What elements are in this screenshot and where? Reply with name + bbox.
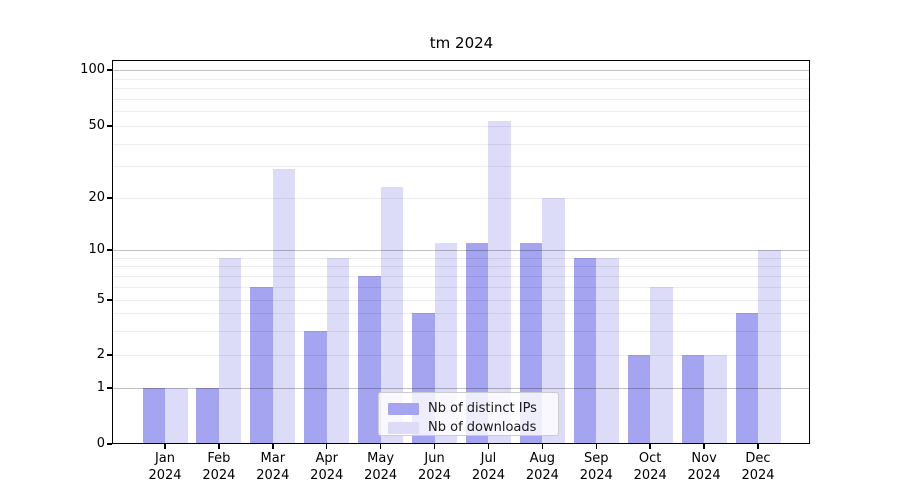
gridline-minor (113, 143, 810, 145)
legend-item-downloads: Nb of downloads (388, 418, 550, 437)
x-tick-mark (757, 444, 759, 449)
y-tick-label: 20 (88, 190, 105, 205)
gridline-minor (113, 286, 810, 288)
gridline-minor (113, 257, 810, 259)
gridline-minor (113, 111, 810, 113)
gridline-minor (113, 166, 810, 168)
y-tick-mark (107, 249, 112, 251)
gridline-minor (113, 355, 810, 356)
y-tick-mark (107, 387, 112, 389)
x-tick-label: Aug 2024 (525, 451, 559, 483)
bar-downloads (488, 121, 511, 444)
x-tick-label: Nov 2024 (687, 451, 721, 483)
bar-distinct-ips (250, 286, 273, 444)
x-tick-mark (164, 444, 166, 449)
y-tick-label: 0 (96, 436, 105, 451)
bar-downloads (542, 198, 565, 444)
legend-item-distinct-ips: Nb of distinct IPs (388, 399, 550, 418)
y-tick-label: 50 (88, 118, 105, 133)
y-tick-label: 2 (96, 347, 105, 362)
gridline-minor (113, 300, 810, 301)
y-tick-label: 5 (96, 292, 105, 307)
bar-downloads (165, 388, 188, 444)
axis-spine-top (113, 60, 810, 62)
bar-distinct-ips (681, 355, 705, 444)
axis-spine-right (809, 60, 811, 445)
gridline-minor (113, 313, 810, 315)
gridline-minor (113, 266, 810, 268)
y-tick-label: 10 (88, 242, 105, 257)
bar-distinct-ips (196, 388, 219, 444)
x-tick-mark (433, 444, 436, 449)
x-tick-label: Feb 2024 (202, 451, 236, 483)
x-tick-label: Mar 2024 (256, 451, 290, 483)
y-tick-mark (107, 443, 112, 445)
bar-distinct-ips (358, 275, 381, 444)
x-tick-mark (218, 444, 220, 449)
x-tick-mark (595, 444, 597, 449)
bar-downloads (272, 168, 296, 444)
x-tick-mark (487, 444, 490, 449)
gridline-minor (113, 198, 810, 199)
gridline-minor (113, 98, 810, 100)
x-tick-mark (272, 444, 274, 449)
y-tick-label: 1 (96, 380, 105, 395)
x-tick-label: Jul 2024 (471, 451, 505, 483)
y-tick-mark (107, 197, 112, 199)
x-tick-label: Apr 2024 (310, 451, 344, 483)
legend-swatch-downloads (388, 421, 419, 434)
x-tick-label: May 2024 (364, 451, 398, 483)
bar-distinct-ips (735, 313, 758, 444)
x-tick-label: Jun 2024 (417, 451, 452, 483)
gridline-minor (113, 330, 810, 332)
y-tick-mark (107, 299, 112, 301)
y-tick-mark (107, 125, 112, 127)
bar-downloads (326, 257, 350, 444)
bar-distinct-ips (627, 355, 651, 444)
x-tick-mark (326, 444, 328, 449)
gridline-minor (113, 126, 810, 127)
gridline-minor (113, 88, 810, 90)
x-tick-mark (703, 444, 705, 449)
x-tick-mark (379, 444, 382, 449)
chart-title: tm 2024 (429, 34, 494, 52)
bar-downloads (704, 355, 727, 444)
x-tick-mark (649, 444, 651, 449)
bar-distinct-ips (142, 388, 165, 444)
x-tick-label: Sep 2024 (579, 451, 613, 483)
plot-area: Nb of distinct IPs Nb of downloads (112, 60, 811, 445)
axis-spine-bottom (113, 443, 810, 445)
bar-distinct-ips (304, 330, 327, 444)
legend-label-distinct-ips: Nb of distinct IPs (428, 401, 537, 416)
bar-downloads (596, 257, 619, 444)
bar-distinct-ips (573, 257, 597, 444)
y-tick-mark (107, 354, 112, 356)
gridline-major (113, 250, 810, 251)
x-tick-label: Dec 2024 (741, 451, 775, 483)
gridline-major (113, 70, 810, 71)
gridline-minor (113, 275, 810, 277)
x-tick-label: Jan 2024 (148, 451, 182, 483)
bar-downloads (650, 286, 673, 444)
y-tick-mark (107, 69, 112, 71)
legend-label-downloads: Nb of downloads (428, 420, 537, 435)
y-tick-label: 100 (80, 62, 105, 77)
legend-swatch-distinct-ips (388, 402, 419, 415)
bar-downloads (218, 257, 242, 444)
gridline-major (113, 388, 810, 389)
bar-downloads (380, 187, 404, 444)
gridline-minor (113, 78, 810, 80)
axis-spine-left (112, 60, 114, 445)
x-tick-mark (541, 444, 544, 449)
x-tick-label: Oct 2024 (633, 451, 667, 483)
bar-downloads (758, 250, 781, 444)
legend: Nb of distinct IPs Nb of downloads (378, 392, 559, 436)
